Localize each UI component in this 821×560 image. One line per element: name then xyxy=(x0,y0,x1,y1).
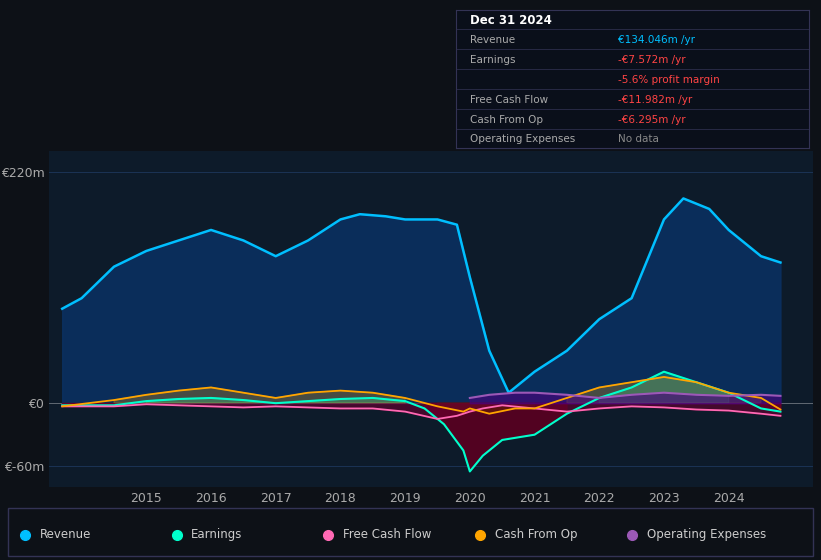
Text: No data: No data xyxy=(618,134,659,144)
Text: Free Cash Flow: Free Cash Flow xyxy=(343,528,432,542)
Text: Revenue: Revenue xyxy=(470,35,515,45)
Text: Earnings: Earnings xyxy=(470,55,516,65)
Text: -5.6% profit margin: -5.6% profit margin xyxy=(618,75,720,85)
Text: Cash From Op: Cash From Op xyxy=(470,115,543,125)
Text: €134.046m /yr: €134.046m /yr xyxy=(618,35,695,45)
Text: -€7.572m /yr: -€7.572m /yr xyxy=(618,55,686,65)
Text: -€6.295m /yr: -€6.295m /yr xyxy=(618,115,686,125)
Text: Operating Expenses: Operating Expenses xyxy=(470,134,575,144)
Text: Dec 31 2024: Dec 31 2024 xyxy=(470,14,552,27)
Bar xyxy=(8,508,813,556)
Text: Operating Expenses: Operating Expenses xyxy=(647,528,766,542)
Text: Earnings: Earnings xyxy=(191,528,243,542)
Text: Revenue: Revenue xyxy=(39,528,91,542)
Text: Free Cash Flow: Free Cash Flow xyxy=(470,95,548,105)
Text: Cash From Op: Cash From Op xyxy=(495,528,577,542)
Text: -€11.982m /yr: -€11.982m /yr xyxy=(618,95,692,105)
